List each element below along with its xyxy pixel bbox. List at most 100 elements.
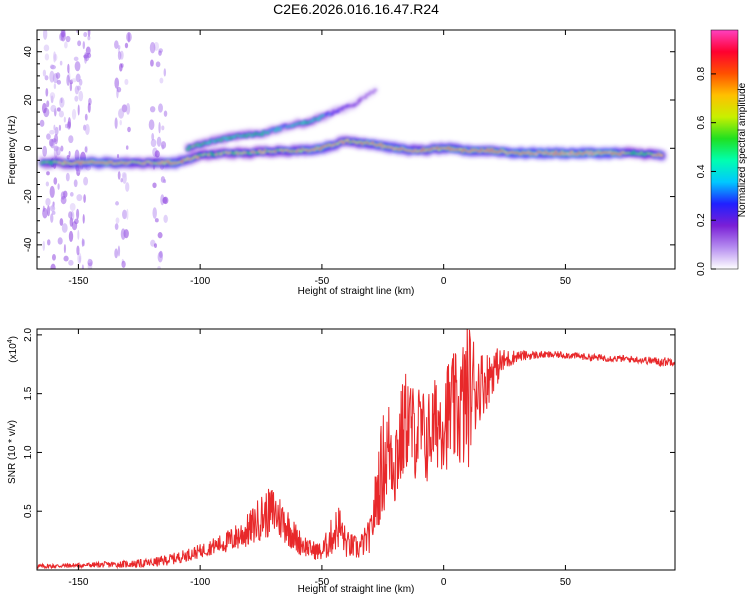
y-tick-label: 20 — [23, 94, 34, 106]
noise-speck — [67, 117, 71, 129]
y-tick-label: 0.5 — [23, 504, 34, 518]
noise-speck — [42, 145, 47, 157]
upper-branch-core — [277, 128, 282, 131]
noise-speck — [42, 240, 46, 251]
noise-speck — [77, 40, 82, 47]
noise-speck — [149, 42, 156, 54]
noise-speck — [149, 106, 156, 113]
snr-frame — [36, 328, 676, 571]
noise-speck — [50, 64, 56, 70]
noise-speck — [78, 78, 83, 86]
noise-speck — [87, 30, 91, 37]
noise-speck — [69, 217, 74, 227]
noise-speck — [50, 213, 54, 223]
noise-speck — [158, 121, 161, 134]
noise-speck — [42, 69, 47, 77]
snr-scale-exponent: 4 — [7, 339, 14, 343]
noise-speck — [76, 208, 80, 220]
noise-speck — [69, 202, 76, 212]
noise-speck — [51, 210, 56, 215]
noise-speck — [53, 83, 57, 90]
noise-speck — [60, 196, 67, 205]
noise-speck — [45, 181, 50, 187]
x-tick-label: 50 — [560, 276, 572, 287]
noise-speck — [83, 194, 86, 203]
snr-plot-area — [37, 329, 675, 570]
noise-speck — [64, 41, 68, 49]
noise-speck — [81, 264, 84, 269]
noise-speck — [127, 126, 131, 133]
noise-speck — [44, 53, 50, 61]
noise-speck — [55, 72, 61, 79]
noise-speck — [58, 110, 64, 118]
noise-speck — [66, 154, 70, 160]
noise-speck — [53, 51, 57, 63]
noise-speck — [73, 179, 78, 188]
noise-speck — [49, 92, 56, 100]
upper-branch-core — [330, 112, 335, 115]
noise-speck — [119, 63, 123, 72]
noise-speck — [55, 146, 61, 156]
noise-speck — [45, 198, 51, 206]
spectrogram-y-ticks: -40 -20 0 20 40 — [23, 39, 675, 258]
noise-speck — [115, 217, 120, 224]
noise-speck — [57, 237, 63, 245]
noise-speck — [87, 258, 91, 264]
snr-y-ticks: 0.5 1.0 1.5 2.0 — [23, 327, 675, 518]
x-tick-label: -100 — [190, 577, 210, 588]
noise-speck — [121, 172, 127, 178]
noise-speck — [42, 30, 48, 40]
y-tick-label: -20 — [23, 189, 34, 204]
noise-speck — [69, 192, 74, 197]
noise-speck — [58, 124, 62, 131]
upper-branch-core — [273, 129, 278, 132]
x-tick-label: -150 — [68, 276, 88, 287]
colorbar-ticks: 0.0 0.2 0.4 0.6 0.8 — [696, 67, 716, 276]
upper-branch-core — [355, 102, 360, 105]
noise-speck — [50, 263, 56, 269]
noise-speck — [125, 102, 131, 115]
colorbar-tick-label: 0.6 — [696, 115, 707, 129]
main-ridge-band — [39, 137, 664, 167]
noise-speck — [163, 214, 168, 223]
noise-speck — [163, 179, 167, 184]
noise-speck — [57, 183, 60, 190]
noise-speck — [42, 205, 45, 212]
noise-speck — [114, 223, 119, 231]
noise-speck — [59, 218, 64, 226]
noise-speck — [49, 129, 55, 135]
noise-speck — [61, 223, 68, 233]
noise-speck — [122, 209, 128, 220]
noise-speck — [53, 177, 58, 185]
noise-speck — [65, 172, 70, 182]
x-tick-label: 0 — [441, 577, 447, 588]
x-tick-label: -100 — [190, 276, 210, 287]
noise-speck — [46, 205, 51, 217]
noise-speck — [120, 228, 126, 240]
noise-speck — [159, 77, 164, 84]
noise-speck — [117, 171, 121, 180]
noise-speck — [46, 133, 51, 140]
main-ridge — [38, 136, 666, 170]
noise-speck — [60, 98, 63, 104]
noise-speck — [156, 136, 162, 147]
noise-speck — [155, 61, 161, 68]
noise-speck — [54, 133, 59, 145]
noise-speck — [78, 90, 84, 102]
noise-speck — [67, 63, 70, 74]
noise-speck — [115, 201, 119, 206]
noise-speck — [85, 46, 91, 55]
noise-speck — [124, 42, 129, 49]
noise-speck — [45, 87, 49, 97]
noise-speck — [154, 150, 160, 158]
noise-speck — [46, 100, 50, 108]
snr-scale-close: ) — [8, 336, 19, 339]
noise-speck — [63, 116, 66, 123]
noise-speck — [68, 259, 74, 266]
x-tick-label: -150 — [68, 577, 88, 588]
noise-speck — [124, 78, 129, 86]
noise-speck — [68, 211, 73, 219]
noise-speck — [157, 266, 161, 269]
noise-speck — [77, 104, 80, 116]
noise-speck — [163, 68, 167, 77]
